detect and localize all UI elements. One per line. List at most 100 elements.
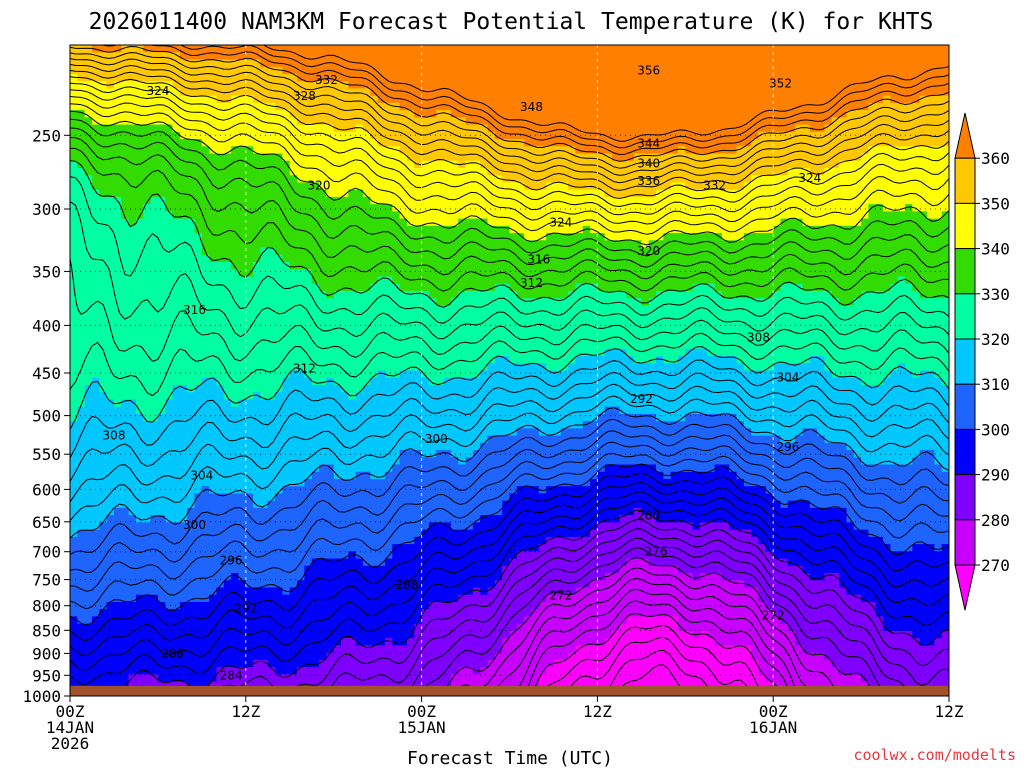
contour-label: 356 [637, 64, 660, 78]
x-tick-label: 16JAN [749, 718, 797, 737]
contour-label: 308 [747, 330, 770, 344]
y-tick-label: 500 [32, 407, 61, 426]
contour-label: 300 [425, 432, 448, 446]
y-tick-label: 750 [32, 571, 61, 590]
contour-label: 320 [637, 244, 660, 258]
colorbar-segment [954, 474, 976, 521]
contour-line [70, 110, 949, 246]
x-tick-label: 15JAN [398, 718, 446, 737]
contour-label: 324 [549, 215, 572, 229]
x-tick-label: 00Z [407, 702, 436, 721]
contour-label: 324 [146, 84, 169, 98]
y-tick-label: 800 [32, 597, 61, 616]
colorbar-label: 310 [981, 375, 1010, 394]
contour-label: 300 [183, 518, 206, 532]
x-tick-label: 14JAN [46, 718, 94, 737]
colorbar-segment [954, 383, 976, 430]
chart-title: 2026011400 NAM3KM Forecast Potential Tem… [89, 9, 934, 35]
y-axis: 250 300 350 400 450 500 550 600 650 700 750 800 850 9… [22, 126, 70, 706]
contour-label: 272 [762, 609, 785, 623]
colorbar-segment [954, 519, 976, 566]
contour-label: 296 [220, 553, 243, 567]
contour-lines [70, 45, 949, 696]
contour-line [70, 96, 949, 225]
contour-label: 292 [234, 601, 257, 615]
contour-label: 344 [637, 136, 660, 150]
colorbar-label: 330 [981, 285, 1010, 304]
colorbar-segment [954, 428, 976, 476]
contour-label: 328 [293, 89, 316, 103]
contour-line [70, 332, 949, 397]
contour-line [70, 201, 949, 340]
contour-label: 284 [220, 668, 243, 682]
contour-label: 316 [527, 253, 550, 267]
x-tick-label: 12Z [231, 702, 260, 721]
y-tick-label: 450 [32, 364, 61, 383]
y-tick-label: 700 [32, 543, 61, 562]
contour-label: 324 [798, 171, 821, 185]
colorbar-segment [954, 202, 976, 250]
colorbar-label: 360 [981, 149, 1010, 168]
contour-label: 332 [315, 73, 338, 87]
colorbar-label: 290 [981, 466, 1010, 485]
contour-line [70, 58, 949, 176]
contour-line [70, 500, 949, 685]
y-tick-label: 1000 [22, 687, 61, 706]
contour-line [70, 491, 949, 671]
colorbar-segment [954, 248, 976, 295]
contour-label: 312 [293, 362, 316, 376]
y-tick-label: 300 [32, 200, 61, 219]
colorbar-label: 350 [981, 194, 1010, 213]
contour-line [70, 418, 949, 555]
y-tick-label: 650 [32, 513, 61, 532]
x-tick-label: 12Z [935, 702, 964, 721]
contour-label: 316 [183, 303, 206, 317]
contour-line [70, 160, 949, 308]
contour-line [70, 147, 949, 292]
y-tick-label: 850 [32, 621, 61, 640]
contour-label: 292 [630, 392, 653, 406]
contour-label: 332 [703, 178, 726, 192]
contour-line [70, 137, 949, 280]
contour-line [70, 176, 949, 324]
contour-label: 352 [769, 77, 792, 91]
colorbar-segment [954, 338, 976, 385]
y-tick-label: 250 [32, 126, 61, 145]
contour-line [70, 346, 949, 430]
colorbar: 360 350 340 330 320 310 300 290 280 270 [954, 112, 1010, 611]
colorbar-label: 300 [981, 420, 1010, 439]
contour-line [70, 383, 949, 503]
y-tick-label: 400 [32, 316, 61, 335]
contour-label: 288 [396, 578, 419, 592]
contour-line [70, 70, 949, 191]
contour-line [70, 407, 949, 539]
contour-line [531, 613, 784, 696]
contour-line [70, 463, 949, 626]
contour-label: 272 [549, 589, 572, 603]
contour-label: 276 [645, 545, 668, 559]
y-tick-label: 950 [32, 666, 61, 685]
contour-line [70, 52, 949, 169]
colorbar-label: 280 [981, 511, 1010, 530]
x-tick-label: 00Z [56, 702, 85, 721]
contour-line [70, 118, 949, 257]
plot-area: 356 352 348 344 340 336 332 332 328 324 324 324 320 3… [70, 45, 949, 696]
contour-label: 308 [103, 428, 126, 442]
contour-label: 280 [637, 509, 660, 523]
contour-labels: 356 352 348 344 340 336 332 332 328 324 324 324 320 3… [103, 64, 822, 683]
contour-label: 304 [190, 469, 213, 483]
contour-line [70, 64, 949, 184]
contour-label: 312 [520, 276, 543, 290]
contour-line [263, 45, 949, 142]
colorbar-segment [954, 157, 976, 204]
colorbar-segment [954, 293, 976, 340]
colorbar-label: 320 [981, 330, 1010, 349]
x-tick-label: 12Z [583, 702, 612, 721]
contour-label: 336 [637, 174, 660, 188]
contour-line [70, 127, 949, 268]
plot-frame [69, 44, 950, 697]
colorbar-label: 340 [981, 240, 1010, 259]
contour-line [70, 453, 949, 610]
